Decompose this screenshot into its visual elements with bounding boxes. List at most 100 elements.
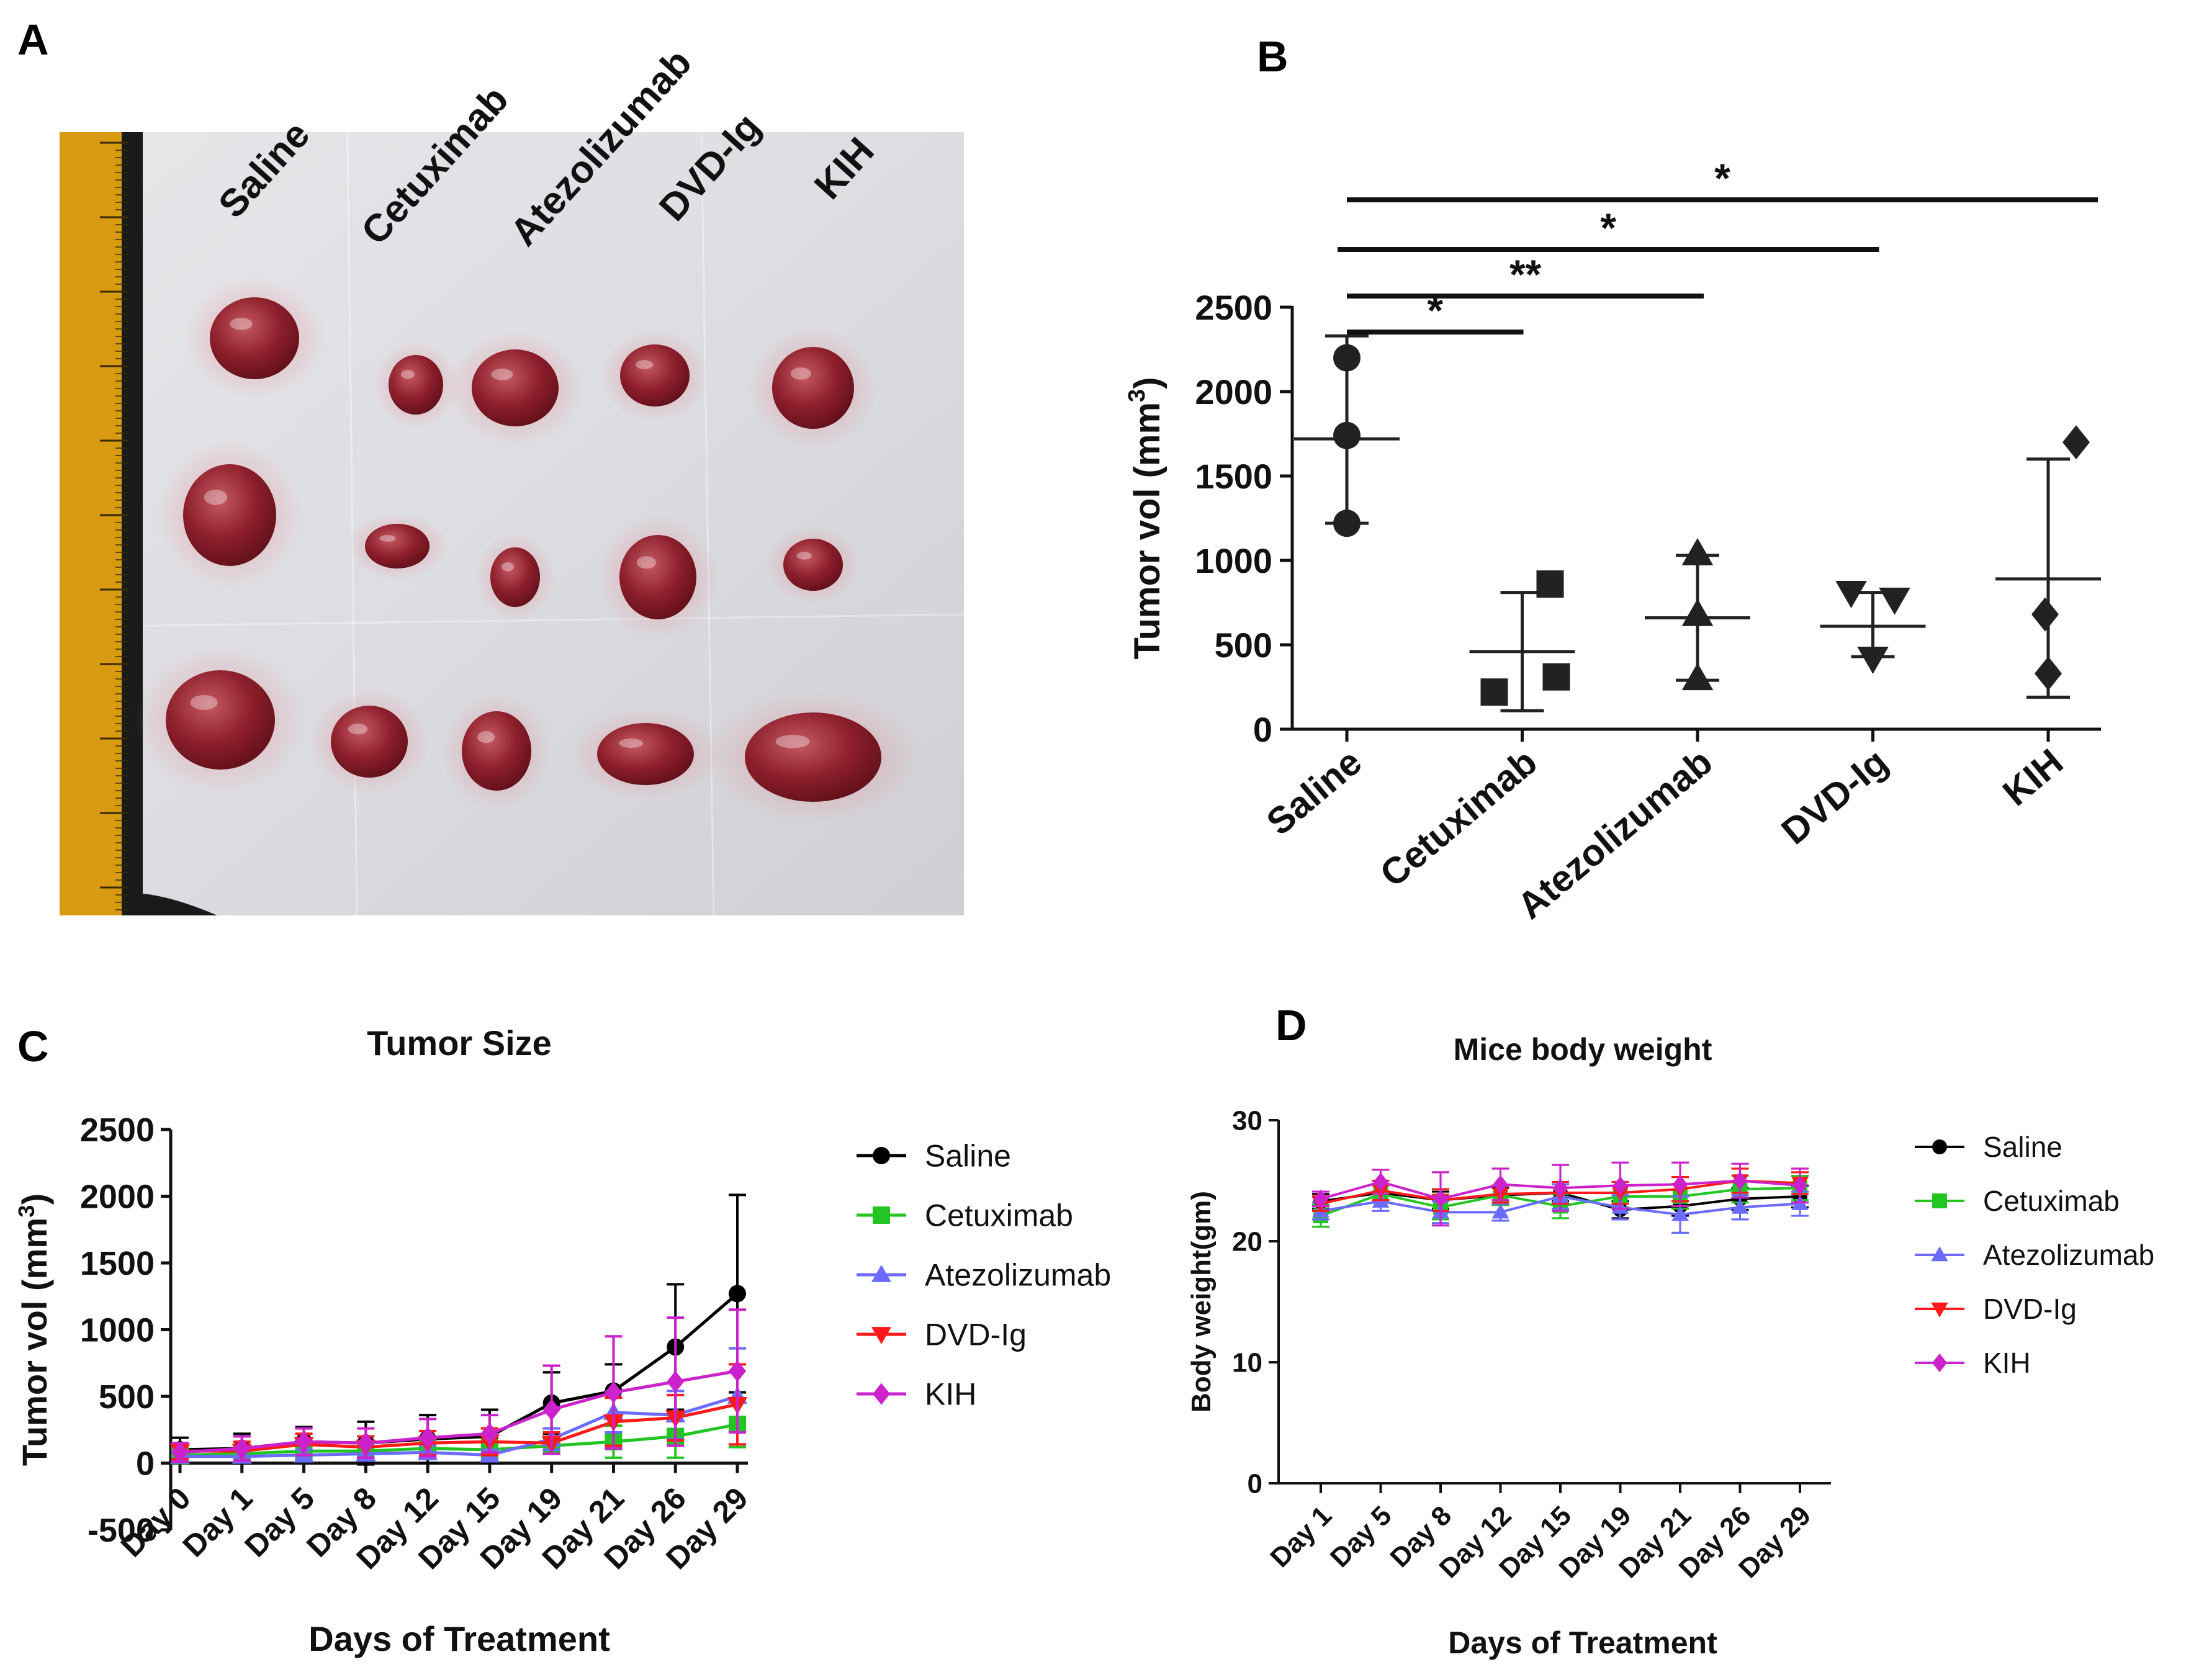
legend-entry: Atezolizumab — [1915, 1239, 2154, 1271]
tumor-highlight — [400, 370, 415, 379]
legend-marker — [1932, 1354, 1947, 1372]
data-point — [1732, 1171, 1748, 1190]
y-tick-label: 0 — [1253, 710, 1272, 749]
legend-marker — [871, 1327, 892, 1345]
ruler — [60, 132, 128, 915]
tumor-highlight — [619, 739, 644, 748]
data-point — [357, 1432, 375, 1454]
data-point — [1835, 580, 1867, 608]
tumor-highlight — [348, 724, 367, 735]
y-tick-label: 1500 — [80, 1245, 155, 1282]
data-point — [1613, 1176, 1628, 1195]
ruler-foot — [122, 894, 217, 915]
x-tick-label: Day 5 — [1325, 1500, 1398, 1573]
legend-label: Cetuximab — [1983, 1185, 2120, 1217]
tumor-specimen — [597, 723, 694, 785]
data-point — [1671, 1206, 1689, 1221]
legend-label: KIH — [925, 1377, 976, 1412]
ruler-edge — [122, 132, 143, 915]
data-point — [1333, 344, 1361, 372]
tumor-specimen — [183, 464, 276, 566]
legend-label: DVD-Ig — [1983, 1293, 2077, 1325]
data-point — [1879, 587, 1910, 615]
y-axis-label-text: Body weight(gm) — [1186, 1191, 1217, 1413]
y-axis-label-end: ) — [15, 1193, 54, 1205]
x-axis-label: Days of Treatment — [1448, 1625, 1717, 1660]
x-tick-label: Cetuximab — [1372, 741, 1545, 896]
data-point — [1731, 1198, 1749, 1214]
data-point — [295, 1431, 313, 1453]
tumor-highlight — [477, 731, 495, 743]
tumor-specimen — [783, 539, 843, 591]
legend-entry: Cetuximab — [857, 1198, 1073, 1233]
legend-entry: DVD-Ig — [1915, 1293, 2077, 1325]
legend-label: Atezolizumab — [1983, 1239, 2154, 1271]
series-line — [179, 1369, 738, 1454]
tumor-highlight — [636, 556, 656, 569]
legend-label: Cetuximab — [925, 1198, 1073, 1233]
y-tick-label: 0 — [136, 1445, 155, 1482]
y-tick-label: 2500 — [1195, 288, 1272, 327]
tumor-specimen — [620, 344, 690, 407]
data-point — [1313, 1189, 1328, 1208]
legend-label: DVD-Ig — [925, 1318, 1027, 1352]
legend-label: Saline — [1983, 1131, 2062, 1163]
y-tick-label: 2000 — [80, 1178, 155, 1215]
tumor-highlight — [230, 318, 253, 330]
tumor-highlight — [502, 562, 514, 572]
series-saline — [171, 1193, 746, 1466]
panel-label-d: D — [1275, 1001, 1307, 1049]
y-tick-label: -500 — [88, 1512, 155, 1549]
y-tick-label: 10 — [1232, 1347, 1262, 1378]
data-point — [1681, 537, 1714, 565]
significance-label: * — [1600, 205, 1616, 251]
data-point — [1433, 1189, 1448, 1208]
tumor-specimen — [619, 535, 696, 619]
y-tick-label: 500 — [99, 1378, 155, 1416]
y-axis-label: Tumor vol (mm3) — [1124, 377, 1167, 659]
data-point — [1480, 678, 1508, 706]
legend-entry: Atezolizumab — [857, 1258, 1111, 1293]
data-point — [480, 1422, 498, 1445]
y-tick-label: 0 — [1248, 1468, 1262, 1499]
y-tick-label: 30 — [1232, 1105, 1262, 1136]
panel-label-a: A — [17, 16, 49, 64]
y-tick-label: 1000 — [80, 1311, 155, 1349]
x-tick-label: KIH — [1995, 741, 2071, 814]
tumor-specimen — [745, 712, 881, 802]
tumor-highlight — [796, 552, 812, 560]
data-point — [233, 1437, 251, 1460]
y-axis-label: Body weight(gm) — [1186, 1191, 1217, 1413]
data-point — [1333, 510, 1361, 537]
x-tick-label: Day 5 — [238, 1481, 321, 1564]
y-axis-label-text: Tumor vol (mm — [1127, 402, 1167, 660]
panel-label-c: C — [17, 1022, 49, 1071]
chart-title: Tumor Size — [367, 1023, 552, 1062]
data-point — [1681, 598, 1714, 626]
legend-entry: Saline — [857, 1139, 1011, 1174]
series-line — [179, 1292, 739, 1452]
data-point — [1542, 663, 1570, 691]
tumor-highlight — [190, 695, 218, 710]
data-point — [1491, 1203, 1509, 1219]
tumors — [133, 277, 922, 824]
y-axis-label-text: Tumor vol (mm — [15, 1218, 54, 1466]
data-point — [2062, 425, 2090, 460]
legend-label: Atezolizumab — [925, 1258, 1111, 1293]
data-point — [1536, 570, 1564, 598]
tumor-highlight — [204, 490, 228, 505]
tumor-specimen — [331, 706, 408, 778]
data-point — [2035, 656, 2062, 691]
data-point — [1857, 647, 1889, 675]
panel-label-b: B — [1257, 32, 1289, 81]
y-tick-label: 2500 — [80, 1112, 155, 1149]
chart-title: Mice body weight — [1454, 1032, 1712, 1067]
data-point — [1333, 421, 1361, 449]
legend-marker — [873, 1147, 890, 1164]
legend-marker — [873, 1206, 890, 1224]
